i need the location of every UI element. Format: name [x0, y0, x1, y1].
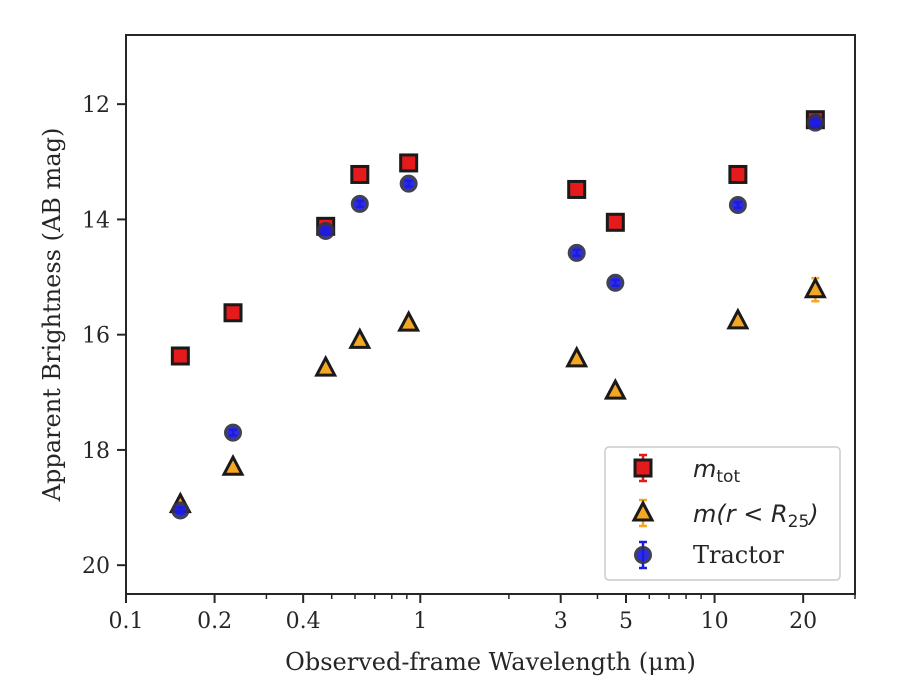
x-tick-label: 20: [789, 609, 817, 634]
data-point-circle: [806, 113, 825, 132]
axis-ticks: 0.1 0.2 0.4 1 3 5 10 20 12 14 16 18 20: [82, 93, 856, 634]
data-point-triangle: [726, 307, 750, 330]
y-tick-label: 16: [82, 324, 110, 349]
legend-label-sub: 25: [788, 512, 810, 532]
legend: mtot m(r < R25) Tractor: [604, 446, 841, 581]
chart-marks: [168, 110, 827, 520]
legend-label-end: ): [807, 500, 818, 528]
y-tick-label: 20: [82, 554, 110, 579]
x-tick-label: 1: [413, 609, 427, 634]
data-point-triangle: [314, 354, 338, 377]
y-tick-label: 14: [82, 208, 110, 233]
legend-box: [604, 446, 841, 581]
data-point-square: [170, 346, 190, 366]
data-point-triangle: [397, 309, 421, 332]
x-tick-label: 0.4: [286, 609, 321, 634]
x-tick-label: 5: [619, 609, 633, 634]
data-point-square: [223, 303, 243, 323]
data-point-triangle: [348, 327, 372, 349]
data-point-circle: [224, 423, 243, 442]
legend-marker-circle: [634, 546, 652, 564]
data-point-circle: [728, 196, 747, 215]
data-point-square: [399, 153, 419, 173]
data-point-square: [350, 164, 370, 184]
series-circle: [171, 113, 825, 520]
data-point-circle: [171, 501, 190, 520]
data-point-square: [728, 164, 748, 184]
x-tick-label: 10: [701, 609, 729, 634]
x-tick-label: 0.1: [109, 609, 144, 634]
legend-marker-triangle: [631, 499, 655, 522]
legend-label-main: m(r < R: [693, 500, 788, 528]
y-axis-label: Apparent Brightness (AB mag): [38, 128, 66, 503]
data-point-circle: [606, 273, 625, 292]
data-point-square: [567, 179, 587, 199]
plot-frame: [125, 34, 856, 595]
data-point-triangle: [803, 276, 827, 299]
data-point-circle: [316, 221, 335, 240]
series-square: [170, 110, 825, 366]
x-axis-label: Observed-frame Wavelength (μm): [285, 648, 696, 676]
y-tick-label: 12: [82, 93, 110, 118]
legend-label: mtot: [693, 455, 740, 487]
data-point-triangle: [603, 377, 627, 400]
data-point-circle: [350, 194, 369, 213]
data-point-triangle: [565, 345, 589, 368]
x-tick-label: 0.2: [197, 609, 232, 634]
data-point-circle: [567, 243, 586, 262]
legend-marker-square: [633, 458, 653, 478]
data-point-square: [605, 212, 625, 232]
y-tick-label: 18: [82, 439, 110, 464]
legend-label: Tractor: [693, 541, 784, 569]
data-point-circle: [399, 174, 418, 193]
x-tick-label: 3: [554, 609, 568, 634]
data-point-triangle: [221, 454, 245, 476]
legend-label-sub: tot: [716, 467, 740, 487]
legend-label-main: m: [693, 455, 716, 483]
legend-label: m(r < R25): [693, 500, 819, 532]
